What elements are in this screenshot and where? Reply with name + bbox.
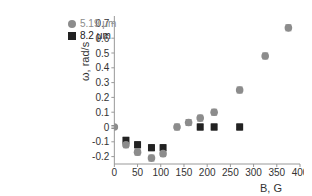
svg-text:ω, rad/s: ω, rad/s [79,41,91,81]
svg-text:350: 350 [268,167,285,178]
svg-text:400: 400 [292,167,304,178]
svg-text:0: 0 [112,167,118,178]
svg-text:0.4: 0.4 [95,62,109,73]
svg-text:0: 0 [104,122,110,133]
svg-text:250: 250 [222,167,239,178]
svg-text:0.3: 0.3 [95,77,109,88]
svg-text:200: 200 [199,167,216,178]
svg-text:0.1: 0.1 [95,107,109,118]
svg-text:0.7: 0.7 [95,18,109,29]
svg-text:0.6: 0.6 [95,33,109,44]
svg-text:50: 50 [132,167,144,178]
svg-text:-0.2: -0.2 [92,151,110,162]
svg-text:0.5: 0.5 [95,48,109,59]
svg-text:B, G: B, G [260,182,282,194]
svg-text:300: 300 [245,167,262,178]
svg-text:0.2: 0.2 [95,92,109,103]
svg-text:150: 150 [176,167,193,178]
svg-text:100: 100 [152,167,169,178]
svg-text:-0.1: -0.1 [92,136,110,147]
